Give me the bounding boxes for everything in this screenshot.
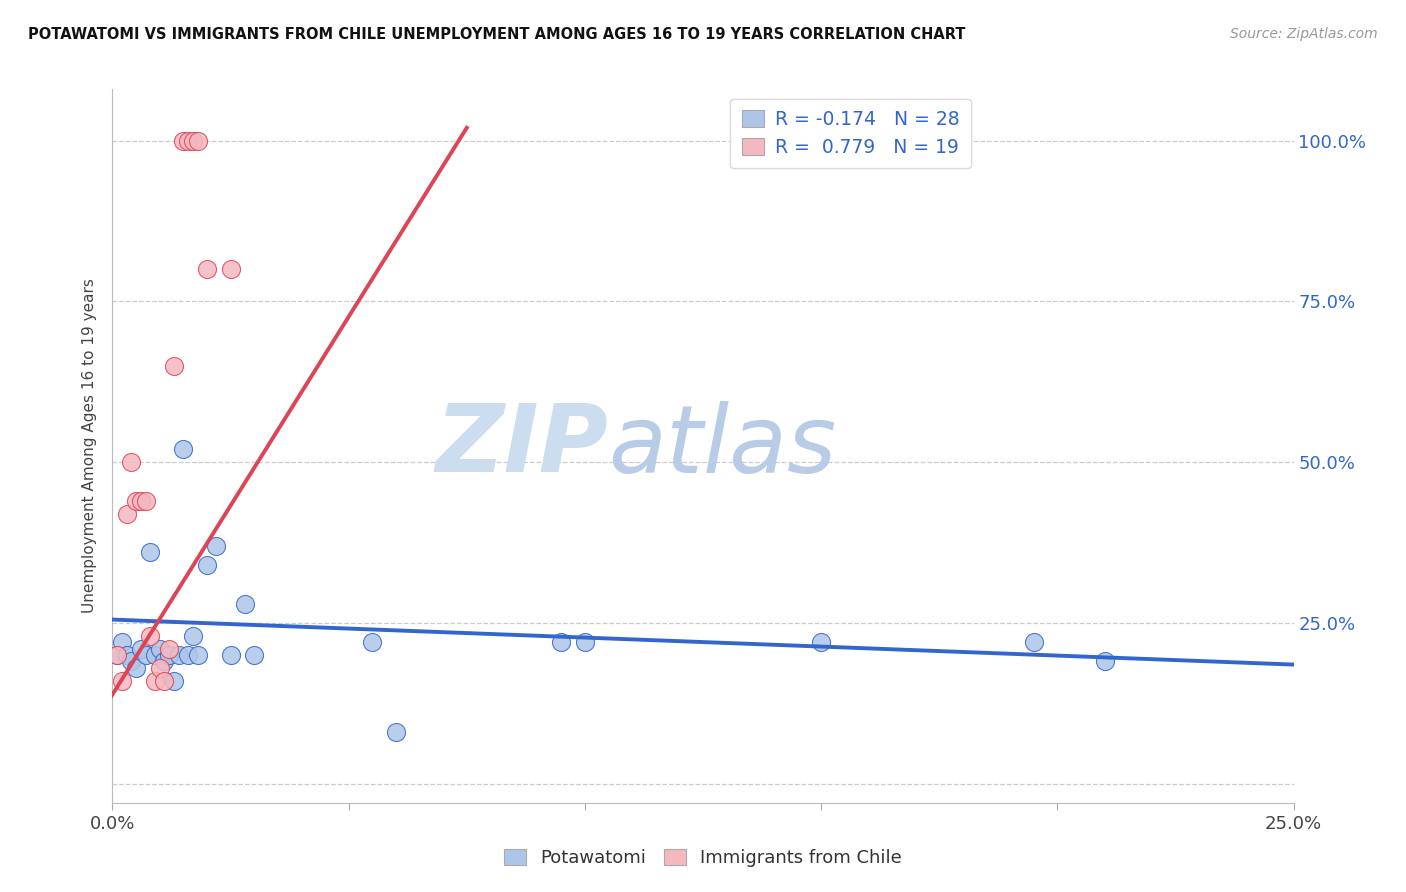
Text: Source: ZipAtlas.com: Source: ZipAtlas.com bbox=[1230, 27, 1378, 41]
Legend: R = -0.174   N = 28, R =  0.779   N = 19: R = -0.174 N = 28, R = 0.779 N = 19 bbox=[730, 99, 972, 169]
Legend: Potawatomi, Immigrants from Chile: Potawatomi, Immigrants from Chile bbox=[496, 841, 910, 874]
Y-axis label: Unemployment Among Ages 16 to 19 years: Unemployment Among Ages 16 to 19 years bbox=[82, 278, 97, 614]
Text: POTAWATOMI VS IMMIGRANTS FROM CHILE UNEMPLOYMENT AMONG AGES 16 TO 19 YEARS CORRE: POTAWATOMI VS IMMIGRANTS FROM CHILE UNEM… bbox=[28, 27, 966, 42]
Text: ZIP: ZIP bbox=[436, 400, 609, 492]
Text: atlas: atlas bbox=[609, 401, 837, 491]
